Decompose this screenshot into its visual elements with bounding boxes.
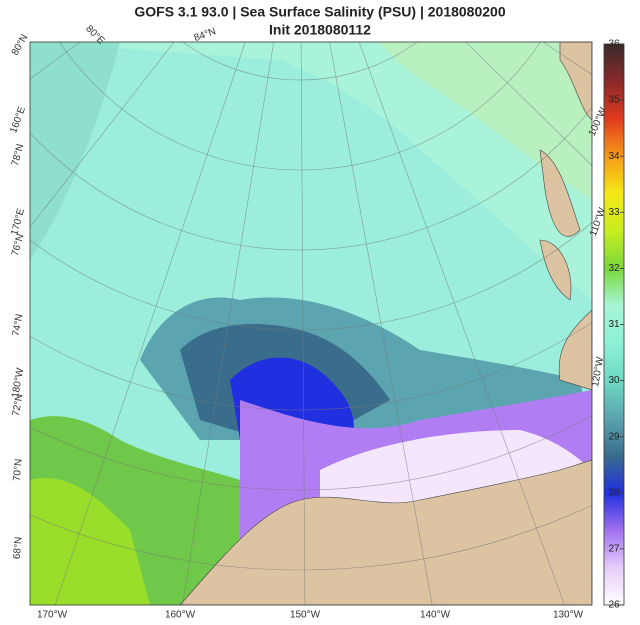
colorbar-tick-label: 27 [608, 544, 620, 555]
lat-label: 78°N [10, 143, 26, 167]
green-shelf [380, 42, 592, 200]
island-east [539, 149, 581, 237]
west-water [30, 42, 120, 260]
bering-green [30, 478, 150, 605]
parallel [30, 504, 592, 571]
lat-label: 80°N [10, 33, 31, 58]
canada-land [558, 309, 592, 391]
map-frame [29, 41, 593, 606]
subtitle: Init 2018080112 [269, 22, 371, 38]
parallel [59, 42, 541, 171]
colorbar-tick-label: 28 [608, 487, 620, 498]
lat-label: 70°N [12, 458, 25, 481]
lon-label: 180°W [10, 367, 26, 399]
colorbar-tick-label: 34 [608, 151, 620, 162]
lon-label: 140°W [420, 610, 451, 621]
colorbar-tick-label: 26 [608, 600, 620, 611]
lon-label: 160°W [165, 610, 196, 621]
parallel [30, 321, 592, 411]
colorbar-tick-label: 32 [608, 263, 620, 274]
lon-label: 150°W [290, 610, 321, 621]
lat-label: 68°N [12, 536, 25, 559]
lat-label: 84°N [193, 26, 218, 44]
meridian [329, 42, 433, 605]
colorbar-tick-label: 35 [608, 95, 620, 106]
meridian [465, 42, 592, 167]
meridian [358, 42, 565, 605]
lon-label: 170°E [9, 207, 27, 237]
meridian [182, 42, 275, 605]
colorbar-tick-label: 29 [608, 431, 620, 442]
lon-label: 160°E [8, 105, 28, 135]
meridian [30, 42, 175, 228]
island-banks [539, 239, 572, 301]
colorbar-tick-label: 31 [608, 319, 620, 330]
lon-label: 120°W [590, 356, 606, 388]
meridian [300, 42, 306, 605]
parallel [30, 106, 592, 251]
meridian [54, 42, 246, 605]
lat-label: 74°N [11, 313, 26, 337]
lon-label: 170°W [37, 610, 68, 621]
lat-label: 72°N [11, 393, 26, 417]
fresh-region [30, 42, 592, 300]
colorbar-tick-label: 36 [608, 39, 620, 50]
parallel [30, 221, 592, 331]
parallel [182, 42, 418, 81]
lon-label: 130°W [553, 610, 584, 621]
island-north [559, 42, 592, 121]
colorbar-tick-label: 33 [608, 207, 620, 218]
parallel [30, 415, 592, 491]
title: GOFS 3.1 93.0 | Sea Surface Salinity (PS… [134, 4, 505, 20]
colorbar: 26 27 28 29 30 31 32 33 34 35 36 [603, 39, 625, 611]
alaska-land [179, 459, 592, 605]
colorbar-tick-label: 30 [608, 375, 620, 386]
